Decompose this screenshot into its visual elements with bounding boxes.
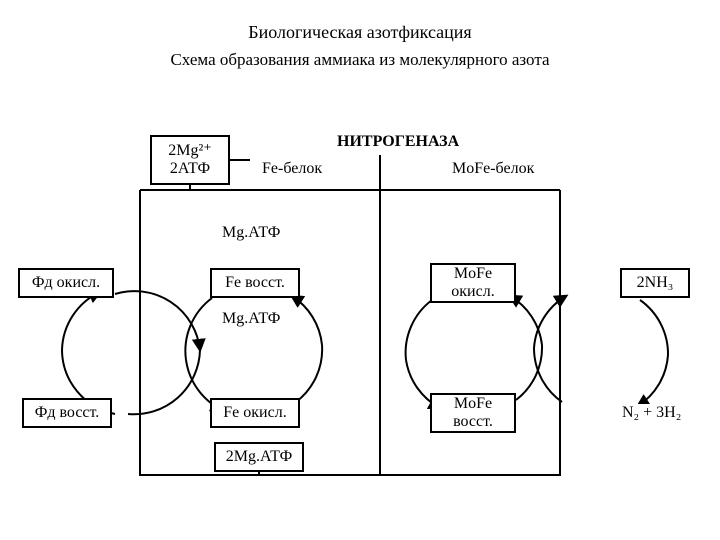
n2-h2-label: N₂ + 3H₂ bbox=[620, 404, 683, 422]
fe-oxidized-box: Fe окисл. bbox=[210, 398, 300, 428]
two-mg-atf-box: 2Mg.АТФ bbox=[214, 442, 304, 472]
fe-protein-label: Fe-белок bbox=[260, 160, 324, 178]
diagram-subtitle: Схема образования аммиака из молекулярно… bbox=[0, 50, 720, 70]
fd-oxidized-box: Фд окисл. bbox=[18, 268, 114, 298]
diagram-title: Биологическая азотфиксация bbox=[0, 22, 720, 43]
mg-atf-mid-label: Mg.АТФ bbox=[220, 310, 282, 328]
input-mg-atp-box: 2Mg²⁺ 2АТФ bbox=[150, 135, 230, 185]
mofe-protein-label: MoFe-белок bbox=[450, 160, 536, 178]
nh3-box: 2NH₃ bbox=[620, 268, 690, 298]
mofe-reduced-box: MoFe восст. bbox=[430, 393, 516, 433]
nitrogenase-heading: НИТРОГЕНАЗА bbox=[335, 133, 461, 151]
diagram-canvas: Биологическая азотфиксация Схема образов… bbox=[0, 0, 720, 540]
fe-reduced-box: Fe восст. bbox=[210, 268, 300, 298]
mg-atf-top-label: Mg.АТФ bbox=[220, 224, 282, 242]
fd-reduced-box: Фд восст. bbox=[22, 398, 112, 428]
mofe-oxidized-box: MoFe окисл. bbox=[430, 263, 516, 303]
